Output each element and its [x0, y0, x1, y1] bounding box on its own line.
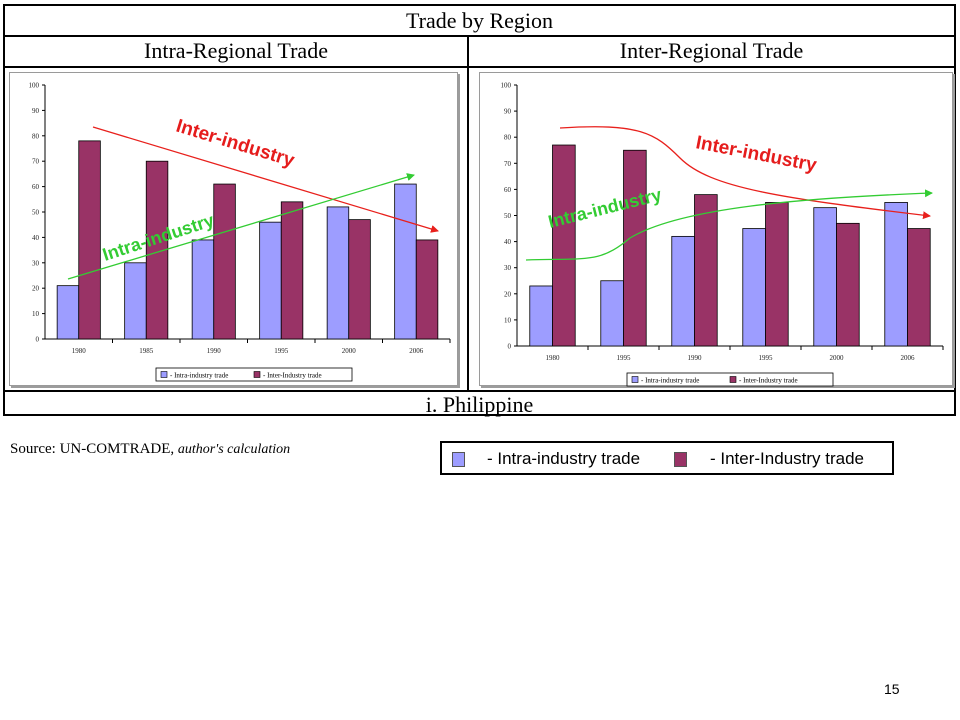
- intra-trend-arrow: [67, 173, 415, 280]
- bar-intra: [529, 285, 553, 347]
- y-tick-label: 80: [504, 134, 512, 142]
- bar-intra: [326, 206, 350, 340]
- y-tick-label: 0: [508, 343, 512, 351]
- bar-inter: [907, 228, 931, 347]
- bar-intra: [813, 207, 837, 347]
- bar-inter: [552, 144, 576, 347]
- intra-trend-arrow: [525, 189, 933, 261]
- small-legend: - Intra-industry trade - Inter-Industry t…: [626, 372, 834, 387]
- legend-inter-label: - Inter-Industry trade: [710, 449, 865, 468]
- x-tick-label: 1980: [72, 347, 87, 355]
- bar-inter: [145, 160, 169, 340]
- divider-bottom: [5, 390, 954, 392]
- y-tick-label: 20: [504, 290, 512, 298]
- small-legend-intra-label: - Intra-industry trade: [170, 372, 228, 380]
- x-tick-label: 2000: [830, 354, 845, 362]
- legend-inter-swatch: [674, 452, 687, 467]
- x-tick-label: 1985: [139, 347, 154, 355]
- bar-inter: [78, 140, 101, 340]
- bar-intra: [394, 183, 417, 340]
- y-tick-label: 10: [32, 310, 40, 318]
- y-tick-label: 90: [504, 108, 512, 116]
- intra-regional-chart: 0 10 20 30 40 50 60 70 80 90 100 1980 1985 1990 1995 20…: [29, 82, 451, 382]
- x-tick-label: 1990: [688, 354, 703, 362]
- x-tick-label: 1995: [274, 347, 289, 355]
- y-tick-label: 60: [32, 183, 40, 191]
- right-panel-title: Inter-Regional Trade: [619, 38, 804, 63]
- bar-inter: [694, 194, 718, 347]
- bar-intra: [191, 239, 215, 340]
- x-tick-label: 1990: [207, 347, 222, 355]
- small-legend-inter-swatch: [729, 376, 737, 383]
- bar-inter: [623, 149, 647, 347]
- x-tick-label: 1995: [617, 354, 632, 362]
- x-tick-label: 2006: [409, 347, 424, 355]
- x-tick-label: 2006: [901, 354, 916, 362]
- y-tick-label: 50: [504, 212, 512, 220]
- bar-inter: [280, 201, 304, 340]
- country-caption: i. Philippine: [425, 392, 534, 417]
- bar-inter: [213, 183, 236, 340]
- y-tick-label: 70: [504, 160, 512, 168]
- y-tick-label: 20: [32, 285, 40, 293]
- small-legend-intra-swatch: [631, 376, 639, 383]
- x-tick-label: 1980: [546, 354, 561, 362]
- y-tick-label: 50: [32, 209, 40, 217]
- legend-intra-swatch: [452, 452, 465, 467]
- y-tick-label: 0: [36, 336, 40, 344]
- main-title: Trade by Region: [405, 8, 554, 33]
- bar-inter: [415, 239, 439, 340]
- bar-inter: [348, 219, 371, 340]
- legend-intra-label: - Intra-industry trade: [487, 449, 641, 468]
- y-tick-label: 70: [32, 158, 40, 166]
- y-tick-label: 90: [32, 107, 40, 115]
- bar-intra: [671, 235, 695, 347]
- y-tick-label: 40: [504, 238, 512, 246]
- divider-vertical: [467, 35, 469, 392]
- y-tick-label: 80: [32, 132, 40, 140]
- y-tick-label: 10: [504, 316, 512, 324]
- bar-intra: [56, 285, 80, 340]
- y-tick-label: 100: [29, 82, 40, 90]
- small-legend-inter-label: - Inter-Industry trade: [263, 372, 322, 380]
- bar-inter: [765, 202, 789, 347]
- inter-industry-annotation: Inter-industry: [174, 116, 298, 172]
- source-suffix: author's calculation: [177, 442, 291, 457]
- figure-frame: Trade by Region Intra-Regional Trade Int…: [3, 4, 956, 417]
- y-tick-label: 40: [32, 234, 40, 242]
- bar-intra: [259, 221, 282, 340]
- source-note: Source: UN-COMTRADE, author's calculatio…: [10, 441, 290, 458]
- divider-top: [5, 35, 954, 37]
- small-legend-intra-label: - Intra-industry trade: [641, 377, 699, 385]
- bar-intra: [600, 280, 624, 347]
- bar-intra: [124, 262, 147, 340]
- main-legend: - Intra-industry trade - Inter-Industry …: [440, 441, 894, 475]
- small-legend-inter-swatch: [253, 371, 261, 378]
- divider-panel-titles: [5, 66, 954, 68]
- inter-trend-arrow: [559, 126, 931, 220]
- y-tick-label: 30: [504, 264, 512, 272]
- y-tick-label: 30: [32, 259, 40, 267]
- x-tick-label: 2000: [342, 347, 357, 355]
- inter-trend-arrow: [92, 126, 439, 233]
- left-panel-title: Intra-Regional Trade: [144, 38, 328, 63]
- left-chart-box: 0 10 20 30 40 50 60 70 80 90 100 1980 1985 1990 1995 20…: [9, 72, 458, 386]
- bar-intra: [742, 228, 766, 347]
- small-legend: - Intra-industry trade - Inter-Industry t…: [155, 367, 353, 382]
- small-legend-inter-label: - Inter-Industry trade: [739, 377, 798, 385]
- page-number: 15: [884, 681, 900, 697]
- inter-industry-annotation: Inter-industry: [694, 132, 819, 176]
- bar-intra: [884, 202, 908, 347]
- bar-inter: [836, 222, 860, 347]
- small-legend-intra-swatch: [160, 371, 168, 378]
- y-tick-label: 100: [501, 82, 512, 90]
- y-tick-label: 60: [504, 186, 512, 194]
- right-chart-box: 0 10 20 30 40 50 60 70 80 90 100 1980 1995 1990 1995 20…: [479, 72, 953, 387]
- source-prefix: Source: UN-COMTRADE,: [10, 441, 175, 457]
- inter-regional-chart: 0 10 20 30 40 50 60 70 80 90 100 1980 1995 1990 1995 20…: [501, 82, 944, 387]
- x-tick-label: 1995: [759, 354, 774, 362]
